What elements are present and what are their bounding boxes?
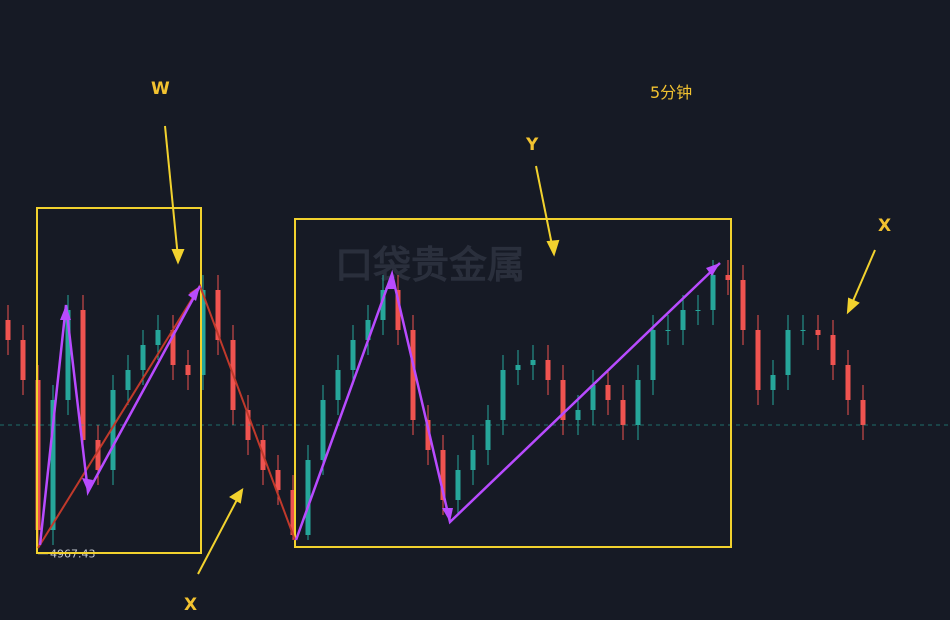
arrow-head bbox=[60, 305, 71, 320]
arrow bbox=[535, 165, 554, 251]
candle-body bbox=[830, 335, 836, 365]
purple-zigzag bbox=[294, 262, 721, 541]
candle-body bbox=[545, 360, 551, 380]
box-y bbox=[294, 218, 732, 548]
candle-body bbox=[515, 365, 521, 370]
candle-body bbox=[50, 400, 56, 530]
candle-body bbox=[635, 380, 641, 425]
low-label: 4967.43 bbox=[50, 548, 96, 561]
wave-label: W bbox=[151, 79, 170, 99]
arrow-head bbox=[846, 297, 860, 315]
box-w bbox=[36, 207, 202, 554]
candle-body bbox=[650, 330, 656, 380]
candle-body bbox=[755, 330, 761, 390]
arrow-head bbox=[229, 487, 244, 504]
candle-body bbox=[440, 450, 446, 500]
arrow bbox=[164, 125, 179, 259]
candle-body bbox=[275, 470, 281, 490]
candle-body bbox=[530, 360, 536, 365]
candle-body bbox=[695, 310, 701, 311]
candle-body bbox=[5, 320, 11, 340]
wave-label: Y bbox=[525, 135, 539, 155]
candle-body bbox=[500, 370, 506, 420]
candle-body bbox=[140, 345, 146, 370]
candle-body bbox=[155, 330, 161, 345]
candle-body bbox=[410, 330, 416, 420]
candle-body bbox=[725, 275, 731, 280]
candle-body bbox=[485, 420, 491, 450]
candles: 4967.43 bbox=[0, 260, 950, 561]
candle-body bbox=[200, 290, 206, 375]
arrow-head bbox=[385, 274, 396, 289]
candle-body bbox=[350, 340, 356, 370]
arrow bbox=[197, 493, 241, 575]
candle-body bbox=[470, 450, 476, 470]
arrow-head bbox=[706, 263, 720, 276]
arrow-head bbox=[188, 286, 200, 301]
candle-body bbox=[740, 280, 746, 330]
candle-body bbox=[785, 330, 791, 375]
candle-body bbox=[95, 440, 101, 470]
candle-body bbox=[170, 330, 176, 365]
candle-body bbox=[800, 330, 806, 331]
candle-body bbox=[305, 460, 311, 535]
candle-body bbox=[590, 385, 596, 410]
candle-body bbox=[665, 330, 671, 331]
pointer-arrows bbox=[164, 125, 876, 575]
wave-label: X bbox=[878, 216, 891, 236]
candle-body bbox=[110, 390, 116, 470]
arrow bbox=[849, 249, 876, 309]
candle-body bbox=[560, 380, 566, 420]
candle-body bbox=[710, 275, 716, 310]
candle-body bbox=[395, 290, 401, 330]
candle-body bbox=[620, 400, 626, 425]
candle-body bbox=[845, 365, 851, 400]
candle-body bbox=[290, 490, 296, 535]
candle-body bbox=[605, 385, 611, 400]
timeframe-label: 5分钟 bbox=[650, 83, 692, 102]
candle-body bbox=[815, 330, 821, 335]
candle-body bbox=[455, 470, 461, 500]
candle-body bbox=[215, 290, 221, 340]
arrow-head bbox=[82, 478, 93, 492]
candle-body bbox=[380, 290, 386, 320]
candle-body bbox=[860, 400, 866, 425]
candle-body bbox=[365, 320, 371, 340]
wave-label: X bbox=[184, 595, 197, 615]
watermark: 口袋贵金属 bbox=[335, 243, 525, 287]
arrow-head bbox=[171, 249, 185, 265]
arrow-head bbox=[546, 239, 560, 257]
candle-body bbox=[320, 400, 326, 460]
candle-body bbox=[125, 370, 131, 390]
purple-zigzag bbox=[38, 285, 202, 546]
candle-body bbox=[680, 310, 686, 330]
arrow-head bbox=[442, 508, 453, 522]
candle-body bbox=[335, 370, 341, 400]
candle-body bbox=[575, 410, 581, 420]
candle-body bbox=[20, 340, 26, 380]
candle-body bbox=[185, 365, 191, 375]
candle-body bbox=[80, 310, 86, 440]
candle-body bbox=[770, 375, 776, 390]
candle-body bbox=[65, 310, 71, 400]
candle-body bbox=[425, 420, 431, 450]
